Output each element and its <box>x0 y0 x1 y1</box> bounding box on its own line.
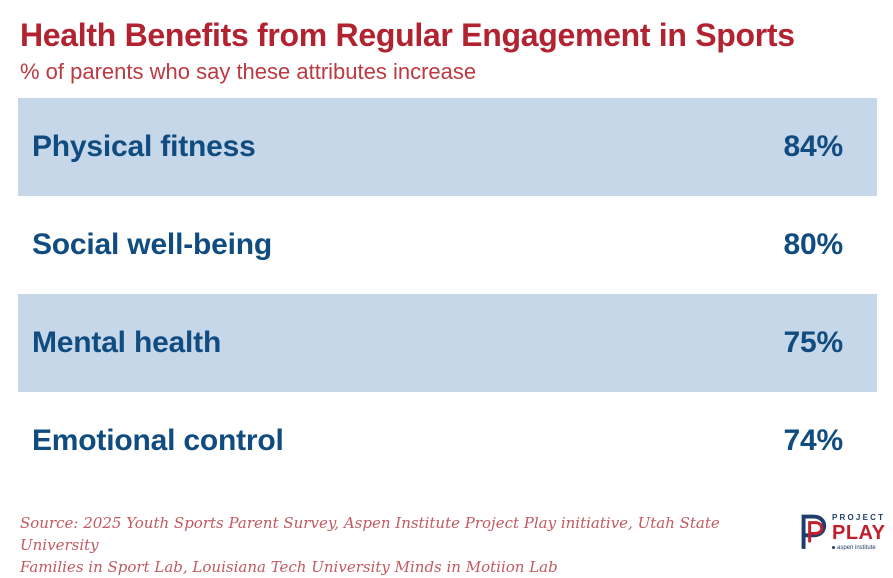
footer: Source: 2025 Youth Sports Parent Survey,… <box>0 508 893 576</box>
row-label: Social well-being <box>32 228 272 261</box>
source-line: Source: 2025 Youth Sports Parent Survey,… <box>20 514 720 554</box>
row-label: Mental health <box>32 326 222 359</box>
project-play-monogram-icon <box>801 514 827 549</box>
row-label: Physical fitness <box>32 130 256 163</box>
logo-project-text: PROJECT <box>832 512 886 522</box>
table-row: Social well-being 80% <box>18 196 877 294</box>
row-value: 84% <box>783 130 844 163</box>
project-play-logo: PROJECT PLAY aspen institute <box>797 510 885 554</box>
row-label: Emotional control <box>32 424 284 457</box>
source-attribution: Source: 2025 Youth Sports Parent Survey,… <box>20 512 720 578</box>
table-row: Mental health 75% <box>18 294 877 392</box>
logo-subbrand-text: aspen institute <box>837 544 876 551</box>
row-value: 80% <box>783 228 844 261</box>
row-value: 75% <box>783 326 844 359</box>
table-row: Physical fitness 84% <box>18 98 877 196</box>
chart-title: Health Benefits from Regular Engagement … <box>20 17 795 53</box>
chart-header: Health Benefits from Regular Engagement … <box>20 16 880 86</box>
benefits-table: Physical fitness 84% Social well-being 8… <box>18 98 877 490</box>
row-value: 74% <box>783 424 844 457</box>
table-row: Emotional control 74% <box>18 392 877 490</box>
chart-subtitle: % of parents who say these attributes in… <box>20 59 477 84</box>
logo-play-text: PLAY <box>832 521 886 544</box>
bullet-icon <box>832 546 835 549</box>
source-line: Families in Sport Lab, Louisiana Tech Un… <box>20 558 558 576</box>
logo-wordmark: PROJECT PLAY aspen institute <box>832 512 886 551</box>
logo-subbrand: aspen institute <box>832 545 886 551</box>
